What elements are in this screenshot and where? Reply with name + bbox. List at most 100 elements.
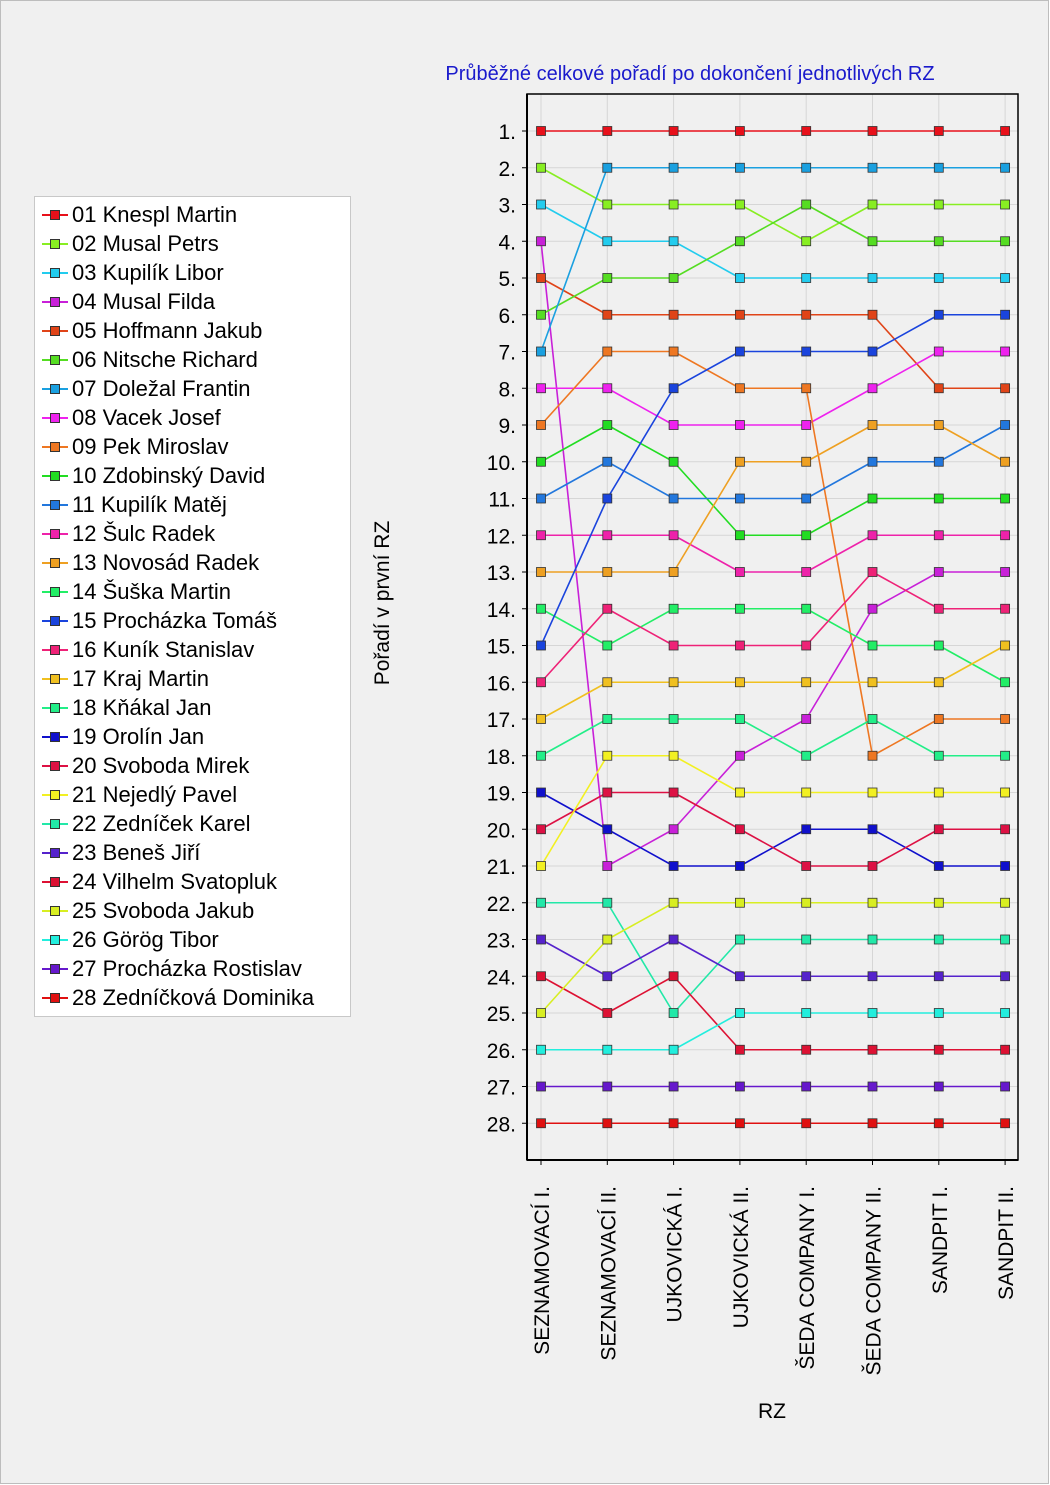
legend-item: 27 Procházka Rostislav (35, 954, 350, 983)
data-point (933, 1081, 944, 1092)
data-point (1000, 493, 1010, 504)
data-point (668, 493, 679, 504)
data-point (668, 530, 679, 541)
data-point (933, 861, 944, 871)
legend-item: 09 Pek Miroslav (35, 432, 350, 461)
legend-item: 22 Zedníček Karel (35, 809, 350, 838)
data-point (735, 640, 745, 651)
data-point (735, 567, 745, 577)
legend-swatch (40, 959, 70, 979)
data-point (536, 1081, 546, 1092)
data-point (933, 603, 944, 614)
legend-marker (50, 586, 60, 597)
x-tick-label: UJKOVICKÁ II. (730, 1186, 753, 1328)
data-point (602, 236, 613, 247)
legend-label: 15 Procházka Tomáš (72, 607, 278, 633)
legend-swatch (40, 263, 70, 283)
data-point (602, 714, 613, 724)
x-tick-label: SANDPIT II. (995, 1186, 1018, 1300)
series-line (540, 203, 1006, 316)
data-point (668, 714, 679, 724)
legend-swatch (40, 669, 70, 689)
data-point (933, 750, 944, 761)
legend-item: 07 Doležal Frantin (35, 374, 350, 403)
data-point (801, 603, 812, 614)
data-point (933, 162, 944, 173)
legend-marker (50, 963, 60, 974)
data-point (933, 383, 944, 394)
data-point (867, 199, 878, 210)
legend-swatch (40, 408, 70, 428)
data-point (801, 309, 812, 320)
data-point (735, 1081, 745, 1092)
series-line (541, 534, 1006, 573)
y-tick-label: 20. (487, 819, 516, 842)
legend-label: 13 Novosád Radek (72, 549, 260, 575)
data-point (867, 530, 878, 541)
data-point (1000, 236, 1010, 247)
data-point (867, 897, 878, 908)
legend-swatch (40, 553, 70, 573)
legend-swatch (40, 640, 70, 660)
data-point (735, 603, 745, 614)
legend-swatch (40, 872, 70, 892)
y-tick-label: 10. (487, 452, 516, 475)
data-point (668, 567, 679, 577)
data-point (536, 603, 546, 614)
data-point (1000, 126, 1010, 136)
series-line (540, 791, 1006, 867)
y-tick-label: 21. (487, 856, 516, 879)
legend-marker (50, 499, 60, 510)
data-point (602, 1118, 613, 1129)
y-tick-label: 7. (498, 342, 516, 365)
data-point (801, 714, 812, 724)
data-point (536, 162, 546, 173)
y-tick-label: 18. (487, 746, 516, 769)
series-line (540, 607, 1006, 683)
data-point (801, 1081, 812, 1092)
data-point (867, 383, 878, 394)
data-point (933, 714, 944, 724)
data-point (933, 897, 944, 908)
legend-marker (50, 383, 60, 394)
data-point (1000, 309, 1010, 320)
data-point (735, 309, 745, 320)
y-tick-label: 4. (498, 231, 516, 254)
data-point (801, 383, 812, 394)
legend-label: 04 Musal Filda (72, 288, 216, 314)
data-point (933, 236, 944, 247)
legend-swatch (40, 205, 70, 225)
y-tick-label: 14. (487, 599, 516, 622)
data-point (933, 309, 944, 320)
data-point (933, 493, 944, 504)
x-tick-label: ŠEDA COMPANY I. (796, 1186, 819, 1370)
plot-background (527, 94, 1018, 1160)
data-point (735, 383, 745, 394)
data-point (1000, 1081, 1010, 1092)
y-tick-label: 28. (487, 1113, 516, 1136)
data-point (801, 824, 812, 835)
legend-marker (50, 354, 60, 365)
data-point (1000, 1118, 1010, 1129)
data-point (1000, 750, 1010, 761)
data-point (735, 897, 745, 908)
data-point (867, 1008, 878, 1018)
data-point (867, 1118, 878, 1129)
data-point (536, 897, 546, 908)
data-point (668, 273, 679, 283)
data-point (801, 1008, 812, 1018)
legend-marker (50, 470, 60, 481)
legend-label: 07 Doležal Frantin (72, 375, 251, 401)
plot-area: 1. 2. 3. 4. 5. 6. 7. 8. 9. 10. 11. 12. 13. 14. 15. 16. 1… (487, 93, 1019, 1375)
data-point (735, 677, 745, 688)
legend-swatch (40, 495, 70, 515)
legend-marker (50, 876, 60, 887)
data-point (602, 677, 613, 688)
y-tick-label: 13. (487, 562, 516, 585)
legend-swatch (40, 785, 70, 805)
legend-label: 18 Kňákal Jan (72, 694, 212, 720)
data-point (1000, 273, 1010, 283)
data-point (801, 897, 812, 908)
legend-swatch (40, 524, 70, 544)
